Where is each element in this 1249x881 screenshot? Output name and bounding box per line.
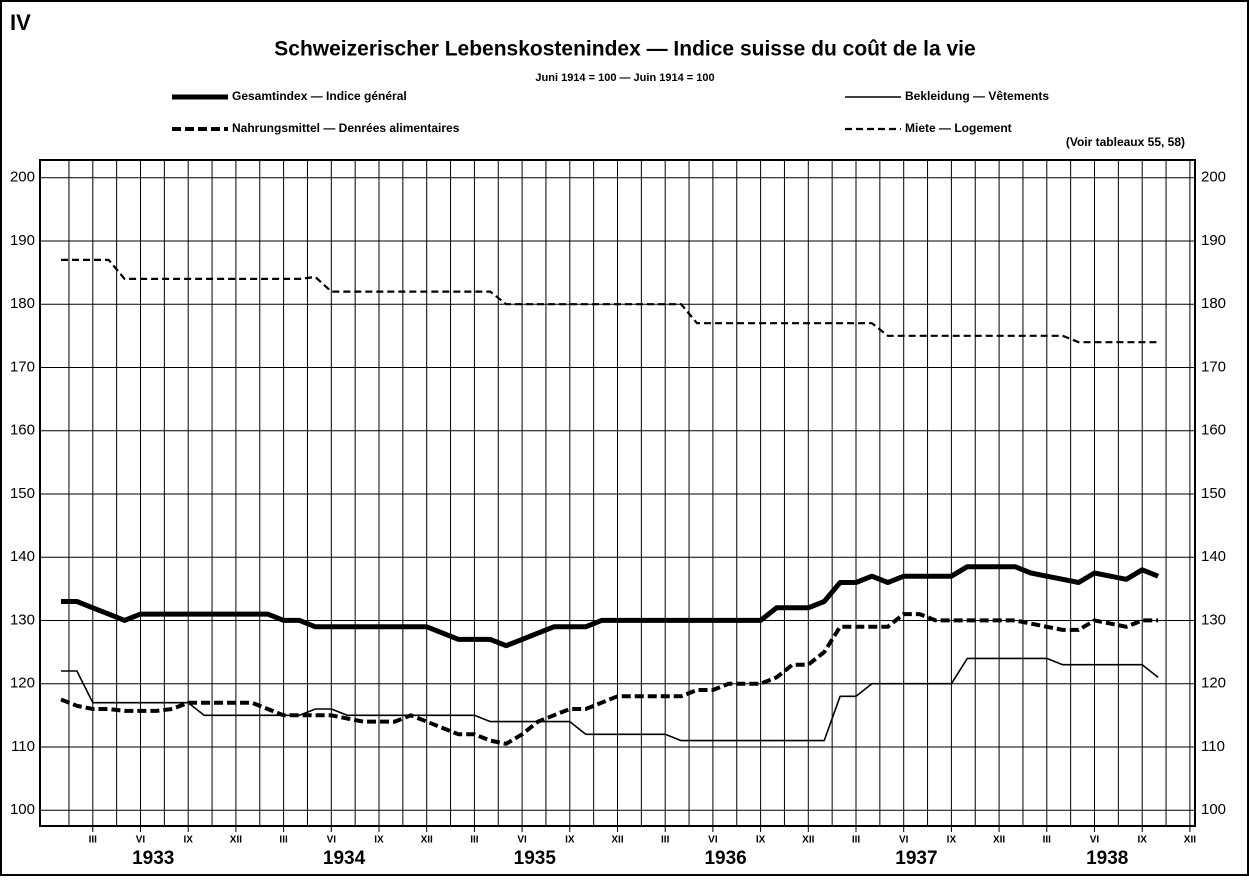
legend-label: Miete — Logement bbox=[905, 121, 1012, 135]
x-tick-label: VI bbox=[708, 835, 718, 846]
series-line bbox=[61, 657, 1159, 742]
year-label: 1938 bbox=[1086, 848, 1128, 869]
x-tick-label: IX bbox=[183, 835, 193, 846]
x-tick-label: XII bbox=[802, 835, 814, 846]
y-tick-label: 150 bbox=[10, 485, 35, 502]
y-tick-label: 110 bbox=[11, 738, 35, 755]
year-label: 1937 bbox=[895, 848, 937, 869]
x-tick-label: VI bbox=[327, 835, 337, 846]
plate-number: IV bbox=[10, 10, 31, 35]
y2-tick-label: 130 bbox=[1201, 611, 1226, 628]
x-tick-label: VI bbox=[517, 835, 527, 846]
y-tick-label: 120 bbox=[10, 675, 35, 692]
chart-subtitle: Juni 1914 = 100 — Juin 1914 = 100 bbox=[535, 72, 714, 84]
y2-tick-label: 190 bbox=[1201, 232, 1226, 249]
y-tick-label: 170 bbox=[10, 358, 35, 375]
x-tick-label: III bbox=[852, 835, 861, 846]
year-label: 1934 bbox=[323, 848, 366, 869]
year-label: 1935 bbox=[514, 848, 557, 869]
x-tick-label: III bbox=[661, 835, 670, 846]
legend-label: Nahrungsmittel — Denrées alimentaires bbox=[232, 121, 460, 135]
series-line bbox=[61, 258, 1159, 344]
year-label: 1936 bbox=[704, 848, 746, 869]
y2-tick-label: 120 bbox=[1201, 675, 1226, 692]
y-tick-label: 200 bbox=[10, 169, 35, 186]
y2-tick-label: 200 bbox=[1201, 169, 1226, 186]
x-tick-label: IX bbox=[947, 835, 957, 846]
x-tick-label: VI bbox=[136, 835, 146, 846]
series-line bbox=[61, 564, 1160, 649]
x-tick-label: XII bbox=[611, 835, 623, 846]
y2-tick-label: 160 bbox=[1201, 422, 1226, 439]
chart-title: Schweizerischer Lebenskostenindex — Indi… bbox=[274, 38, 975, 61]
x-tick-label: III bbox=[89, 835, 98, 846]
legend-label: Bekleidung — Vêtements bbox=[905, 89, 1049, 103]
x-tick-label: IX bbox=[374, 835, 384, 846]
x-tick-label: XII bbox=[993, 835, 1005, 846]
x-tick-label: XII bbox=[230, 835, 242, 846]
x-tick-label: III bbox=[279, 835, 288, 846]
x-tick-label: IX bbox=[756, 835, 766, 846]
x-tick-label: IX bbox=[1137, 835, 1147, 846]
year-label: 1933 bbox=[132, 848, 174, 869]
y2-tick-label: 140 bbox=[1201, 548, 1226, 565]
y-tick-label: 160 bbox=[10, 422, 35, 439]
series-line bbox=[60, 612, 1159, 746]
y-tick-label: 140 bbox=[10, 548, 35, 565]
y2-tick-label: 180 bbox=[1201, 295, 1226, 312]
x-tick-label: IX bbox=[565, 835, 575, 846]
y2-tick-label: 170 bbox=[1201, 358, 1226, 375]
x-tick-label: VI bbox=[899, 835, 909, 846]
y-tick-label: 130 bbox=[10, 611, 35, 628]
y2-tick-label: 100 bbox=[1201, 801, 1226, 818]
x-tick-label: XII bbox=[1184, 835, 1196, 846]
y-tick-label: 180 bbox=[10, 295, 35, 312]
x-tick-label: VI bbox=[1090, 835, 1100, 846]
legend-label: Gesamtindex — Indice général bbox=[232, 89, 407, 103]
y-tick-label: 190 bbox=[10, 232, 35, 249]
y2-tick-label: 110 bbox=[1201, 738, 1225, 755]
x-tick-label: XII bbox=[421, 835, 433, 846]
annotation: (Voir tableaux 55, 58) bbox=[1066, 135, 1185, 149]
y-tick-label: 100 bbox=[10, 801, 35, 818]
x-tick-label: III bbox=[470, 835, 479, 846]
x-tick-label: III bbox=[1043, 835, 1052, 846]
y2-tick-label: 150 bbox=[1201, 485, 1226, 502]
